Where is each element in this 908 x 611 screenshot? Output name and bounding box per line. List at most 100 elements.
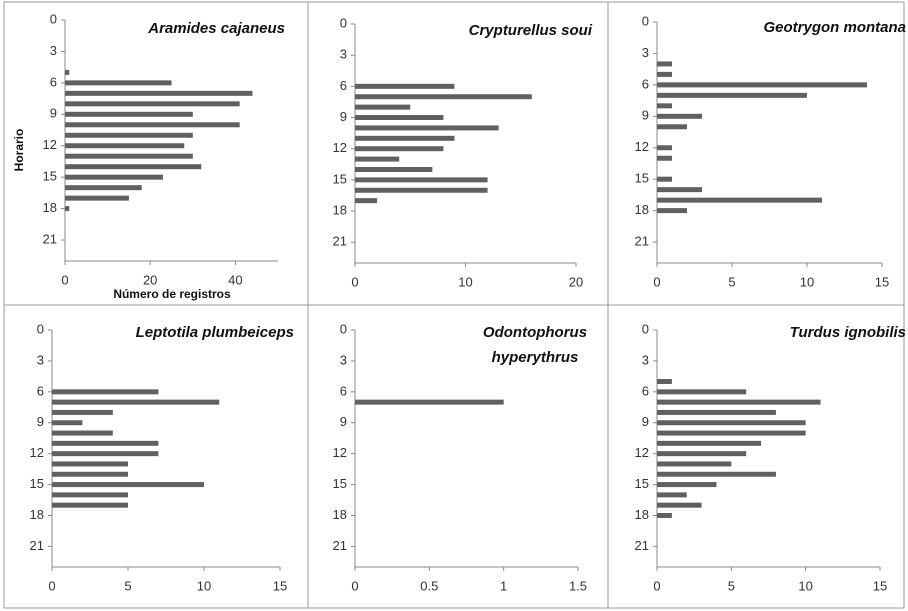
x-tick-label: 0: [351, 578, 358, 593]
x-tick-label: 5: [124, 578, 131, 593]
y-tick-label: 12: [333, 445, 347, 460]
y-tick-label: 15: [333, 171, 347, 186]
bar: [657, 389, 747, 395]
chart-title: Odontophorus hyperythrus: [482, 324, 588, 366]
bar: [65, 132, 193, 138]
y-tick-label: 18: [43, 200, 57, 215]
bar: [65, 195, 129, 201]
bar: [355, 156, 400, 162]
bar: [52, 471, 128, 477]
y-tick-label: 9: [50, 106, 57, 121]
y-tick-label: 6: [642, 76, 649, 91]
y-tick-label: 9: [340, 414, 347, 429]
bar: [657, 379, 672, 385]
bar: [355, 83, 455, 89]
y-tick-label: 0: [37, 321, 44, 336]
bar: [355, 146, 444, 152]
bar: [52, 461, 128, 467]
y-tick-label: 18: [635, 507, 649, 522]
y-tick-label: 0: [340, 321, 347, 336]
y-tick-label: 6: [642, 383, 649, 398]
bar: [657, 420, 806, 426]
y-tick-label: 15: [635, 171, 649, 186]
bar: [52, 482, 204, 488]
bar: [355, 166, 433, 172]
y-tick-label: 0: [50, 11, 57, 26]
bar: [657, 103, 672, 109]
x-tick-label: 1.5: [569, 578, 587, 593]
bar: [65, 90, 253, 96]
bar: [52, 399, 220, 405]
bar: [52, 389, 159, 395]
bar: [657, 124, 687, 130]
y-tick-label: 15: [333, 476, 347, 491]
bar: [65, 101, 240, 107]
y-tick-label: 21: [333, 538, 347, 553]
y-tick-label: 18: [635, 202, 649, 217]
chart-title: Aramides cajaneus: [148, 20, 285, 37]
bar: [65, 122, 240, 128]
bar: [65, 80, 172, 86]
bar: [65, 185, 142, 191]
y-tick-label: 3: [50, 43, 57, 58]
y-tick-label: 3: [340, 47, 347, 62]
bar: [355, 399, 504, 405]
chart-title: Turdus ignobilis: [789, 324, 906, 341]
bar: [657, 482, 717, 488]
y-tick-label: 15: [43, 169, 57, 184]
y-tick-label: 12: [43, 137, 57, 152]
y-tick-label: 0: [642, 321, 649, 336]
x-tick-label: 1: [500, 578, 507, 593]
bar: [52, 451, 159, 457]
x-tick-label: 10: [800, 274, 814, 289]
bar: [355, 198, 378, 204]
bar: [65, 69, 70, 75]
x-tick-label: 0: [351, 274, 358, 289]
y-tick-label: 21: [43, 231, 57, 246]
chart-title: Geotrygon montana: [763, 19, 906, 36]
x-tick-label: 0: [61, 272, 68, 287]
y-tick-label: 12: [635, 139, 649, 154]
bar: [657, 92, 807, 98]
y-tick-label: 9: [642, 108, 649, 123]
chart-title: Leptotila plumbeiceps: [135, 324, 294, 341]
x-tick-label: 0.5: [420, 578, 438, 593]
bar: [657, 71, 672, 77]
y-tick-label: 0: [340, 15, 347, 30]
bar: [52, 430, 113, 436]
y-tick-label: 18: [333, 507, 347, 522]
bar: [657, 451, 747, 457]
y-tick-label: 9: [642, 414, 649, 429]
x-tick-label: 5: [728, 578, 735, 593]
bar: [52, 492, 128, 498]
bar: [52, 502, 128, 508]
bar: [355, 104, 411, 110]
bar: [657, 197, 822, 203]
y-tick-label: 12: [333, 140, 347, 155]
bar: [52, 440, 159, 446]
y-tick-label: 6: [50, 74, 57, 89]
bar: [65, 143, 185, 149]
bar: [355, 94, 532, 100]
y-tick-label: 18: [333, 202, 347, 217]
bar: [355, 177, 488, 183]
y-tick-label: 9: [37, 414, 44, 429]
bar: [657, 430, 806, 436]
y-tick-label: 9: [340, 109, 347, 124]
bar: [52, 409, 113, 415]
y-tick-label: 12: [635, 445, 649, 460]
bar: [657, 471, 776, 477]
bar: [355, 115, 444, 121]
y-tick-label: 3: [642, 45, 649, 60]
bar: [657, 145, 672, 151]
y-tick-label: 3: [642, 352, 649, 367]
x-tick-label: 20: [143, 272, 157, 287]
x-tick-label: 0: [48, 578, 55, 593]
bar: [657, 155, 672, 161]
y-tick-label: 0: [642, 13, 649, 28]
bar: [657, 502, 702, 508]
bar: [657, 208, 687, 214]
bar: [657, 440, 762, 446]
bar: [355, 125, 499, 131]
